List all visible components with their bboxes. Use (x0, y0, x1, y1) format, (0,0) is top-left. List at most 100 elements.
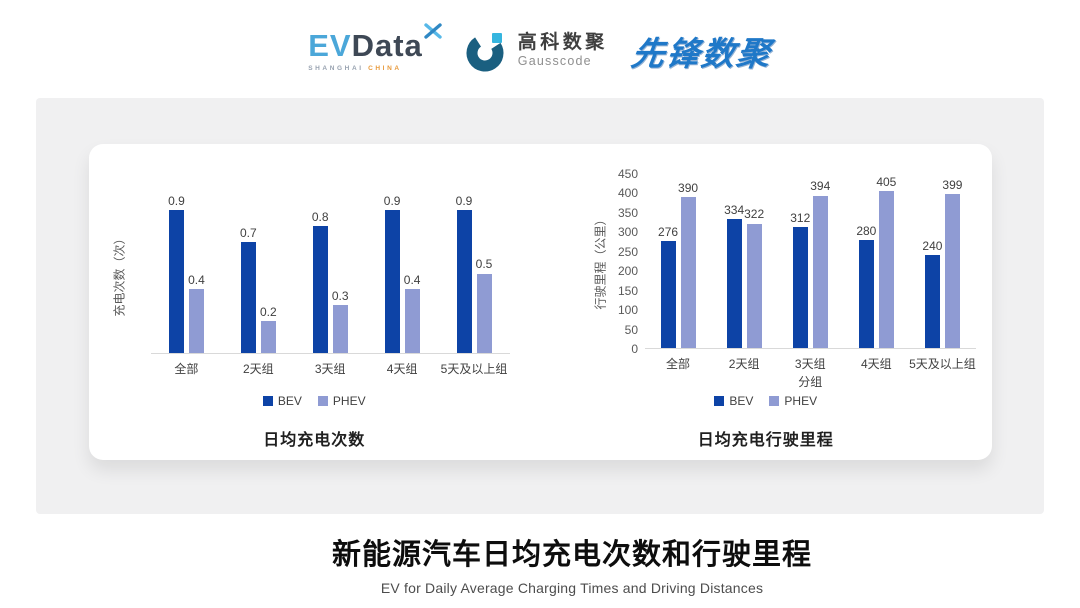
y-tick-label: 450 (617, 167, 638, 181)
bar-column: 0.2 (259, 194, 277, 353)
category-label: 全部 (174, 362, 199, 376)
bar-bev (924, 255, 940, 348)
gausscode-logo: 高科数聚 Gausscode (465, 27, 608, 75)
bar-phev (260, 321, 276, 353)
category-label: 2天组 (728, 357, 760, 371)
bar-column: 0.8 (311, 194, 329, 353)
bar-group: 240 399 5天及以上组 (909, 174, 976, 371)
bar-value-label: 0.7 (239, 225, 257, 240)
bar-value-label: 0.3 (331, 289, 349, 304)
bar-column: 394 (810, 174, 830, 348)
evdata-china-text: CHINA (368, 65, 402, 72)
subtitle: EV for Daily Average Charging Times and … (380, 580, 764, 596)
chart-title: 日均充电次数 (263, 432, 366, 449)
bar-pair: 276 390 (658, 174, 699, 348)
bar-value-label: 0.9 (383, 193, 401, 208)
chart-title: 日均充电行驶里程 (697, 432, 834, 449)
bar-group: 0.8 0.3 3天组 (311, 194, 349, 376)
bar-bev (384, 209, 400, 353)
bar-bev (858, 239, 874, 348)
bar-phev (680, 197, 696, 348)
bar-value-label: 322 (744, 207, 765, 222)
bar-value-label: 390 (678, 181, 699, 196)
bar-column: 405 (876, 174, 897, 348)
evdata-ev-text: EV (308, 28, 352, 63)
legend-swatch-icon (262, 396, 273, 406)
bar-column: 322 (744, 174, 765, 348)
bar-value-label: 280 (856, 223, 877, 238)
gray-panel: 充电次数（次） 0.9 0.4 全部 0.7 0.2 2天组 0.8 0.3 3天组 0.9 0.4… (36, 98, 1044, 514)
bar-pair: 280 405 (856, 174, 897, 348)
legend-label: BEV (729, 394, 754, 408)
bar-bev (168, 209, 184, 353)
evdata-shanghai-text: SHANGHAI (308, 65, 364, 72)
bar-group: 0.9 0.4 全部 (168, 193, 205, 376)
bar-value-label: 334 (724, 202, 745, 217)
bar-column: 240 (922, 174, 943, 348)
bar-column: 334 (724, 174, 745, 348)
bar-phev (878, 191, 894, 348)
bar-group: 0.9 0.5 5天及以上组 (441, 194, 508, 376)
bar-column: 312 (790, 174, 811, 348)
y-tick-label: 400 (617, 186, 638, 201)
bar-value-label: 399 (942, 177, 963, 192)
legend-item-phev: PHEV (769, 394, 817, 408)
bar-phev (404, 289, 420, 353)
bar-column: 276 (658, 174, 679, 348)
bar-bev (792, 227, 808, 348)
category-label: 3天组 (794, 357, 826, 371)
y-tick-label: 150 (617, 283, 638, 298)
y-tick-label: 350 (617, 205, 638, 220)
bar-column: 0.5 (476, 194, 492, 353)
bar-pair: 0.9 0.4 (168, 193, 205, 353)
xianfeng-logo: 先锋数聚 (628, 35, 775, 72)
bar-pair: 334 322 (724, 174, 765, 348)
y-axis-label: 充电次数（次） (112, 231, 127, 317)
bar-column: 0.7 (239, 194, 257, 353)
bar-column: 0.3 (331, 194, 349, 353)
y-tick-label: 250 (617, 244, 638, 259)
bar-bev (726, 218, 742, 348)
bar-pair: 240 399 (922, 174, 963, 348)
bar-bev (240, 241, 256, 353)
bar-value-label: 0.4 (188, 273, 205, 288)
bar-value-label: 276 (658, 225, 679, 240)
bar-value-label: 405 (876, 175, 897, 190)
gausscode-g-icon (466, 33, 504, 72)
bar-group: 312 394 3天组 (790, 174, 830, 371)
gausscode-cn-text: 高科数聚 (517, 32, 608, 54)
bar-column: 0.9 (168, 193, 185, 353)
bar-value-label: 0.8 (311, 209, 329, 224)
bar-pair: 0.7 0.2 (239, 194, 277, 353)
sparkle-x-icon (424, 23, 442, 39)
bar-value-label: 0.9 (168, 193, 185, 208)
y-tick-label: 50 (624, 322, 638, 337)
bar-column: 0.4 (404, 194, 420, 353)
chart-daily-driving-distance: 行驶里程（公里） 0 50 100 150 200 250 300 350 400 450 276… (540, 144, 992, 460)
legend-item-phev: PHEV (317, 394, 366, 408)
plot-area: 276 390 全部 334 322 2天组 312 394 3天组 280 405 4天组 240 39… (645, 174, 976, 371)
legend-label: BEV (277, 394, 302, 408)
x-axis-label: 分组 (798, 375, 823, 389)
bar-value-label: 312 (790, 211, 811, 226)
bar-pair: 312 394 (790, 174, 830, 348)
legend: BEV PHEV (540, 394, 992, 408)
bar-value-label: 0.2 (259, 305, 277, 320)
bar-bev (660, 241, 676, 348)
bar-phev (332, 305, 348, 353)
gausscode-en-text: Gausscode (517, 54, 592, 69)
bar-bev (312, 225, 328, 353)
main-title: 新能源汽车日均充电次数和行驶里程 (331, 539, 812, 571)
bar-group: 0.9 0.4 4天组 (383, 193, 421, 376)
bar-column: 0.4 (188, 194, 205, 353)
bar-column: 390 (678, 174, 699, 348)
bar-column: 0.9 (456, 194, 472, 353)
header-logos: EVData SHANGHAI CHINA 高科数聚 Gausscode 先锋数 (0, 0, 1080, 98)
bar-value-label: 240 (922, 239, 943, 254)
footer: 新能源汽车日均充电次数和行驶里程 EV for Daily Average Ch… (0, 531, 1080, 596)
bar-column: 399 (942, 174, 963, 348)
bar-bev (456, 209, 472, 353)
bar-pair: 0.9 0.4 (383, 193, 420, 353)
category-label: 5天及以上组 (440, 362, 508, 376)
